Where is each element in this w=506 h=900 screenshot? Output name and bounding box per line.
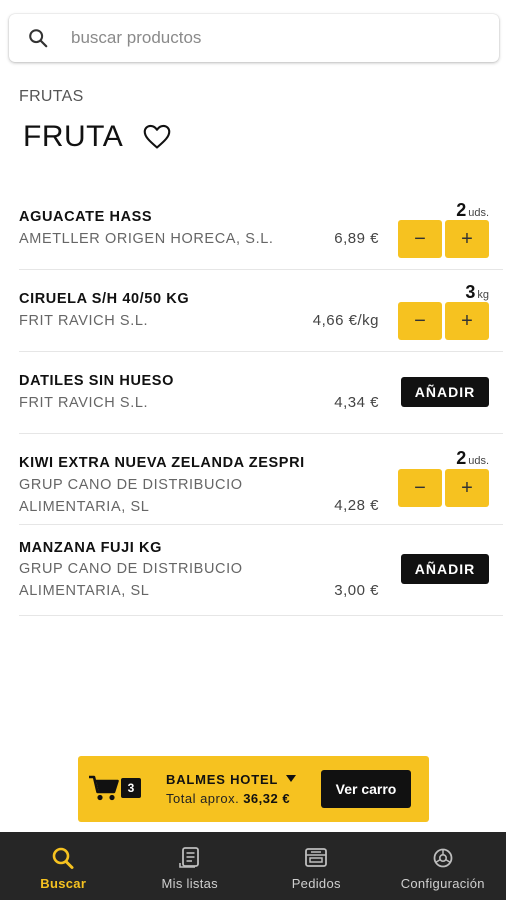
product-name: CIRUELA S/H 40/50 KG	[19, 291, 190, 307]
search-bar	[9, 14, 499, 62]
cart-icon	[89, 775, 119, 801]
product-list: AGUACATE HASS AMETLLER ORIGEN HORECA, S.…	[19, 188, 503, 616]
nav-label: Buscar	[40, 876, 87, 891]
settings-icon	[433, 848, 453, 868]
product-name: KIWI EXTRA NUEVA ZELANDA ZESPRI	[19, 455, 305, 471]
product-name: DATILES SIN HUESO	[19, 373, 174, 389]
quantity-display: 2 uds.	[456, 448, 489, 469]
search-icon	[29, 29, 48, 48]
add-button[interactable]: AÑADIR	[401, 377, 489, 407]
search-input[interactable]	[71, 28, 471, 48]
search-icon	[52, 847, 74, 869]
nav-label: Mis listas	[161, 876, 218, 891]
caret-down-icon[interactable]	[286, 775, 296, 782]
product-row: MANZANA FUJI KG GRUP CANO DE DISTRIBUCIO…	[19, 525, 503, 616]
nav-label: Configuración	[400, 876, 485, 891]
total-amount: 36,32 €	[243, 791, 291, 806]
product-price: 4,34 €	[334, 394, 379, 411]
product-price: 4,66 €/kg	[312, 312, 379, 329]
quantity-stepper: − +	[398, 469, 489, 507]
product-name: MANZANA FUJI KG	[19, 540, 162, 556]
decrease-button[interactable]: −	[398, 469, 442, 507]
quantity-unit: uds.	[468, 455, 489, 467]
product-name: AGUACATE HASS	[19, 209, 153, 225]
product-supplier: GRUP CANO DE DISTRIBUCIO ALIMENTARIA, SL	[19, 561, 243, 599]
product-row: CIRUELA S/H 40/50 KG FRIT RAVICH S.L. 4,…	[19, 270, 503, 352]
bottom-nav: Buscar Mis listas Pedidos Configuración	[0, 832, 506, 900]
quantity-value: 2	[456, 448, 467, 468]
decrease-button[interactable]: −	[398, 302, 442, 340]
increase-button[interactable]: +	[445, 469, 489, 507]
quantity-value: 2	[456, 200, 467, 220]
increase-button[interactable]: +	[445, 220, 489, 258]
product-supplier: FRIT RAVICH S.L.	[19, 395, 149, 411]
product-supplier: AMETLLER ORIGEN HORECA, S.L.	[19, 231, 274, 247]
product-supplier: FRIT RAVICH S.L.	[19, 313, 149, 329]
orders-icon	[305, 848, 328, 867]
product-row: AGUACATE HASS AMETLLER ORIGEN HORECA, S.…	[19, 188, 503, 270]
quantity-unit: kg	[477, 289, 489, 301]
nav-item-configuracion[interactable]: Configuración	[380, 832, 506, 900]
product-price: 4,28 €	[334, 497, 379, 514]
product-row: DATILES SIN HUESO FRIT RAVICH S.L. 4,34 …	[19, 352, 503, 434]
quantity-value: 3	[465, 282, 476, 302]
nav-item-pedidos[interactable]: Pedidos	[253, 832, 380, 900]
product-price: 6,89 €	[334, 230, 379, 247]
page-title: FRUTA	[23, 120, 124, 153]
nav-item-mis-listas[interactable]: Mis listas	[127, 832, 254, 900]
view-cart-button[interactable]: Ver carro	[321, 770, 411, 808]
quantity-unit: uds.	[468, 207, 489, 219]
add-button[interactable]: AÑADIR	[401, 554, 489, 584]
total-label: Total aprox.	[166, 791, 240, 806]
favorite-heart-icon[interactable]	[143, 124, 171, 150]
quantity-stepper: − +	[398, 220, 489, 258]
quantity-display: 2 uds.	[456, 200, 489, 221]
product-row: KIWI EXTRA NUEVA ZELANDA ZESPRI GRUP CAN…	[19, 434, 503, 525]
store-selector[interactable]: BALMES HOTEL	[166, 772, 279, 787]
cart-total: Total aprox. 36,32 €	[166, 791, 290, 806]
cart-count-badge: 3	[121, 778, 141, 798]
nav-item-buscar[interactable]: Buscar	[0, 832, 127, 900]
quantity-display: 3 kg	[465, 282, 489, 303]
quantity-stepper: − +	[398, 302, 489, 340]
title-row: FRUTA	[23, 120, 171, 154]
list-icon	[178, 847, 199, 868]
product-price: 3,00 €	[334, 582, 379, 599]
nav-label: Pedidos	[291, 876, 341, 891]
increase-button[interactable]: +	[445, 302, 489, 340]
decrease-button[interactable]: −	[398, 220, 442, 258]
cart-summary-bar[interactable]: 3 BALMES HOTEL Total aprox. 36,32 € Ver c…	[78, 756, 429, 822]
product-supplier: GRUP CANO DE DISTRIBUCIO ALIMENTARIA, SL	[19, 477, 243, 515]
category-label: FRUTAS	[19, 88, 84, 105]
